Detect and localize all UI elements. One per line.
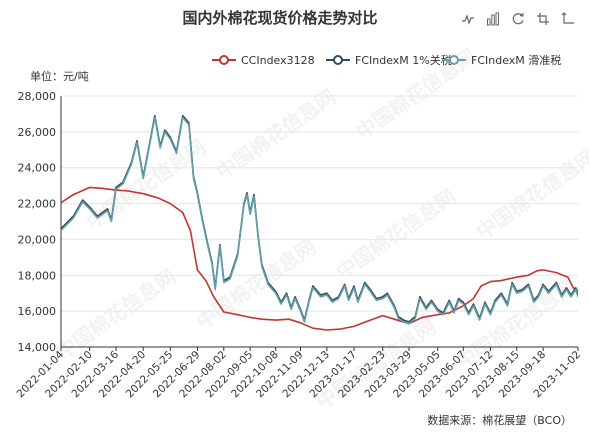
watermark-text: 中国棉花信息网 <box>332 184 460 284</box>
y-tick-label: 26,000 <box>18 126 57 139</box>
watermark-text: 中国棉花信息网 <box>192 234 320 334</box>
y-tick-label: 14,000 <box>18 341 57 354</box>
series-line <box>61 186 578 331</box>
y-tick-label: 22,000 <box>18 198 57 211</box>
zoom-reset-icon[interactable] <box>561 12 575 26</box>
data-zoom-icon[interactable] <box>536 12 550 26</box>
legend-label[interactable]: CCIndex3128 <box>241 54 315 67</box>
bar-chart-icon[interactable] <box>486 12 500 26</box>
y-tick-label: 18,000 <box>18 269 57 282</box>
x-axis: 2022-01-042022-02-102022-03-162022-04-20… <box>14 346 583 400</box>
line-chart-icon[interactable] <box>461 12 475 26</box>
y-tick-label: 20,000 <box>18 233 57 246</box>
y-tick-label: 16,000 <box>18 305 57 318</box>
chart-title: 国内外棉花现货价格走势对比 <box>182 9 377 27</box>
data-source: 数据来源：棉花展望（BCO） <box>427 413 572 427</box>
watermark-text: 中国棉花信息网 <box>472 144 589 244</box>
y-tick-label: 24,000 <box>18 162 57 175</box>
unit-label: 单位：元/吨 <box>30 69 89 83</box>
y-tick-label: 28,000 <box>18 90 57 103</box>
restore-icon[interactable] <box>511 12 525 26</box>
legend-label[interactable]: FCIndexM 滑准税 <box>471 53 561 67</box>
chart-legend: CCIndex3128 FCIndexM 1%关税 FCIndexM 滑准税 <box>212 53 561 67</box>
legend-marker <box>449 55 459 65</box>
legend-marker <box>333 55 343 65</box>
legend-marker <box>219 55 229 65</box>
watermark-text: 中国棉花信息网 <box>212 84 340 184</box>
series-line <box>61 114 578 323</box>
series-line <box>61 116 578 325</box>
series-lines <box>61 114 578 331</box>
legend-label[interactable]: FCIndexM 1%关税 <box>355 53 452 67</box>
chart-toolbox <box>461 12 575 26</box>
y-axis: 14,000 16,000 18,000 20,000 22,000 24,000 26,0… <box>18 90 62 354</box>
